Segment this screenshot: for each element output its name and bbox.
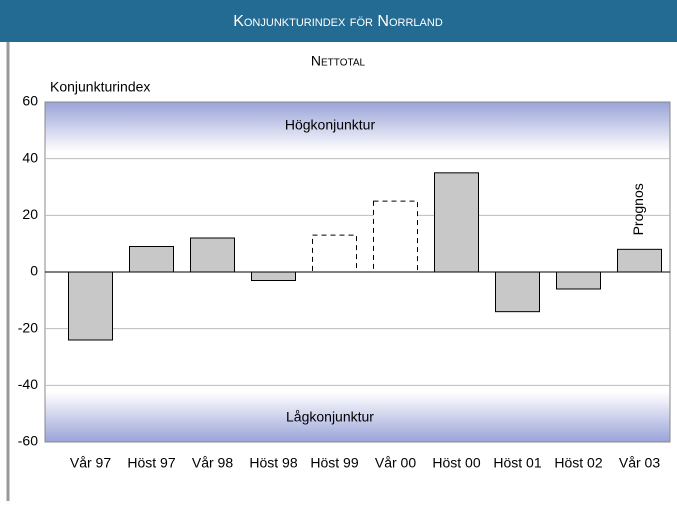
y-tick-label: 60 — [22, 93, 38, 109]
x-tick-label: Höst 01 — [493, 455, 541, 471]
chart-title: Konjunkturindex för Norrland — [233, 13, 443, 30]
bar — [373, 200, 418, 273]
bar — [129, 246, 174, 273]
y-tick-label: 20 — [22, 206, 38, 222]
high-zone — [45, 102, 670, 152]
low-zone — [45, 392, 670, 442]
title-bar — [0, 0, 677, 42]
y-tick-label: -40 — [18, 376, 38, 392]
bar — [68, 271, 113, 341]
bar — [434, 172, 479, 273]
x-tick-label: Höst 99 — [310, 455, 358, 471]
x-tick-label: Höst 97 — [127, 455, 175, 471]
y-axis-label: Konjunkturindex — [50, 79, 150, 95]
bar — [251, 271, 296, 281]
x-tick-label: Höst 00 — [432, 455, 480, 471]
annotation-forecast: Prognos — [630, 183, 646, 235]
y-tick-label: 40 — [22, 149, 38, 165]
x-tick-label: Höst 98 — [249, 455, 297, 471]
x-tick-label: Höst 02 — [554, 455, 602, 471]
annotation-high: Högkonjunktur — [285, 117, 376, 133]
bar — [190, 237, 235, 273]
bar — [556, 271, 601, 290]
y-tick-label: -20 — [18, 319, 38, 335]
bar — [617, 248, 662, 273]
x-tick-label: Vår 03 — [619, 455, 660, 471]
x-tick-label: Vår 98 — [192, 455, 233, 471]
chart-subtitle: Nettotal — [311, 53, 366, 69]
bar — [495, 271, 540, 313]
bar — [312, 234, 357, 273]
annotation-low: Lågkonjunktur — [286, 409, 374, 425]
y-tick-label: 0 — [30, 263, 38, 279]
y-tick-label: -60 — [18, 433, 38, 449]
x-tick-label: Vår 00 — [375, 455, 416, 471]
x-tick-label: Vår 97 — [70, 455, 111, 471]
